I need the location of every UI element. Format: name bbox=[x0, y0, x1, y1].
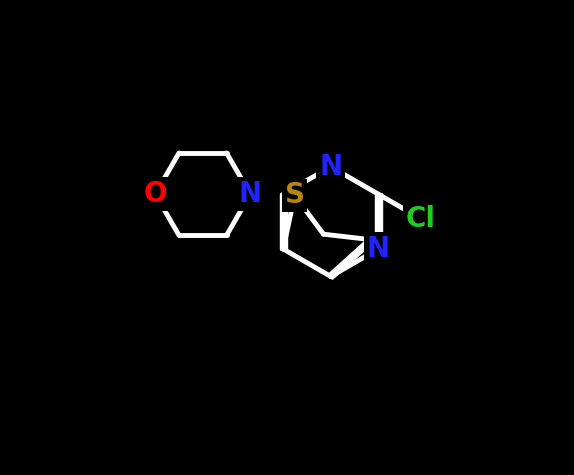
Text: Cl: Cl bbox=[406, 205, 436, 233]
Text: N: N bbox=[239, 180, 262, 208]
Text: N: N bbox=[319, 153, 342, 180]
Text: N: N bbox=[367, 235, 390, 263]
Text: S: S bbox=[285, 181, 305, 209]
Text: O: O bbox=[144, 180, 167, 208]
